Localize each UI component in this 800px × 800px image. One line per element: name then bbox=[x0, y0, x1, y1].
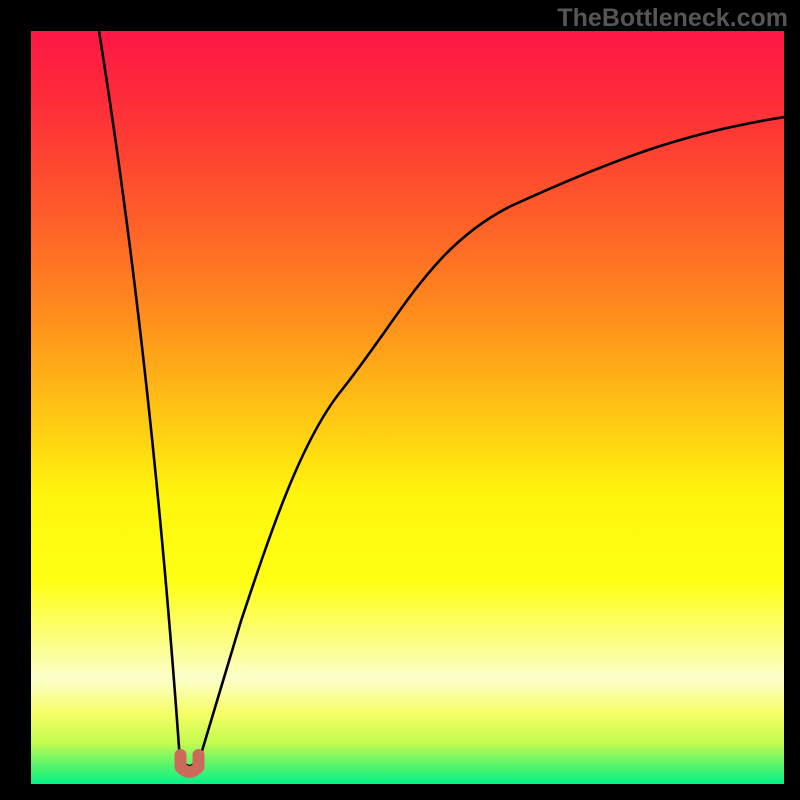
trough-marker bbox=[181, 755, 199, 772]
watermark-text: TheBottleneck.com bbox=[557, 4, 788, 33]
chart-svg bbox=[31, 31, 784, 784]
curve-left-branch bbox=[99, 31, 180, 761]
plot-area bbox=[31, 31, 784, 784]
frame-right bbox=[784, 0, 800, 800]
frame-left bbox=[0, 0, 31, 800]
curve-right-branch bbox=[199, 117, 784, 761]
frame-bottom bbox=[0, 784, 800, 800]
